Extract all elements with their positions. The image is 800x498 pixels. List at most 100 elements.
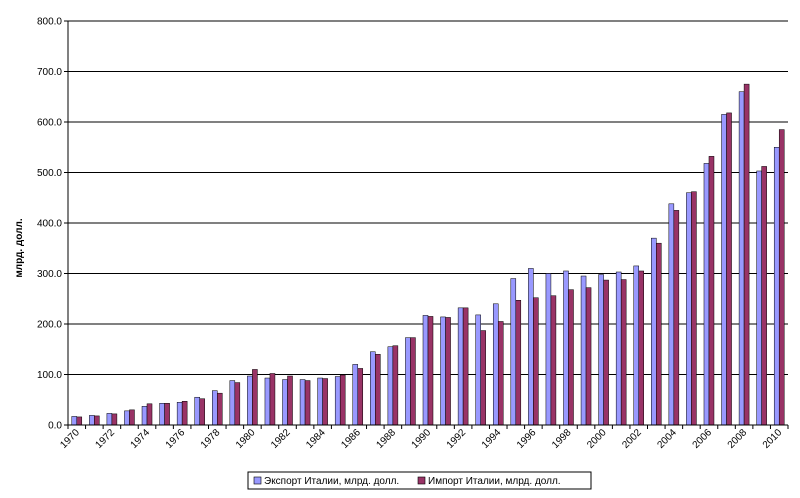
bar-import-1971	[94, 415, 100, 426]
bar-import-2001	[620, 279, 627, 426]
bar-export-1985	[334, 376, 341, 426]
y-axis-title: млрд. долл.	[14, 218, 25, 277]
bar-export-1999	[580, 275, 587, 426]
x-tick-label: 1998	[550, 427, 574, 451]
bar-import-1990	[427, 316, 434, 426]
bar-export-1987	[370, 351, 376, 426]
bar-export-2001	[615, 271, 622, 426]
x-tick-label: 1988	[374, 427, 398, 451]
bar-export-2003	[651, 237, 657, 426]
bar-export-2005	[686, 192, 692, 426]
bar-export-1996	[528, 268, 534, 426]
bar-export-2004	[668, 203, 675, 426]
bar-import-1979	[234, 382, 241, 426]
bar-import-1998	[568, 289, 574, 426]
bar-import-1975	[164, 403, 170, 426]
x-tick-label: 1984	[304, 427, 328, 451]
bar-import-1980	[252, 369, 258, 426]
bar-export-1989	[405, 337, 411, 426]
bar-import-1986	[357, 368, 364, 426]
y-tick-label: 0.0	[48, 421, 62, 432]
bar-export-1988	[387, 346, 394, 426]
legend: Экспорт Италии, млрд. долл. Импорт Итали…	[247, 471, 592, 490]
bar-import-1992	[462, 307, 469, 426]
y-tick-label: 500.0	[37, 168, 62, 179]
bar-import-1983	[304, 380, 311, 426]
gridlines	[68, 20, 788, 375]
bar-import-1970	[76, 416, 83, 426]
legend-label-import: Импорт Италии, млрд. долл.	[428, 476, 561, 487]
bar-import-2000	[603, 279, 609, 426]
bar-import-1976	[181, 401, 188, 426]
bar-export-1971	[89, 415, 95, 426]
bar-import-1982	[287, 375, 293, 426]
y-tick-label: 200.0	[37, 320, 62, 331]
bar-export-2008	[738, 91, 745, 426]
bar-export-1983	[299, 379, 306, 426]
y-tick-label: 700.0	[37, 67, 62, 78]
y-tick-label: 300.0	[37, 269, 62, 280]
bar-export-1979	[229, 380, 236, 426]
bar-import-1993	[480, 330, 486, 426]
bar-export-2000	[598, 274, 604, 426]
bar-export-1975	[159, 403, 165, 426]
bar-import-1973	[129, 409, 135, 426]
bar-export-1986	[352, 364, 359, 426]
bar-import-2002	[638, 270, 644, 426]
x-tick-label: 1972	[94, 427, 118, 451]
bar-export-1993	[475, 314, 481, 426]
x-tick-label: 1990	[410, 427, 434, 451]
bar-export-2006	[703, 163, 710, 426]
bar-export-1970	[71, 416, 78, 426]
bar-import-2004	[673, 210, 680, 426]
x-tick-label: 1976	[164, 427, 188, 451]
bar-import-1987	[375, 354, 381, 426]
bar-import-1985	[339, 374, 346, 426]
bar-import-1988	[392, 345, 399, 426]
x-tick-label: 1996	[515, 427, 539, 451]
x-tick-label: 2008	[726, 427, 750, 451]
x-tick-label: 1974	[129, 427, 153, 451]
bar-export-1990	[422, 315, 429, 426]
bar-export-1978	[212, 390, 218, 426]
x-tick-label: 2004	[655, 427, 679, 451]
x-tick-label: 2000	[585, 427, 609, 451]
bar-export-1973	[124, 410, 130, 426]
bar-export-1995	[510, 278, 517, 426]
bar-import-1994	[497, 321, 504, 426]
bar-export-1991	[440, 316, 446, 426]
x-tick-label: 1982	[269, 427, 293, 451]
legend-swatch-import	[417, 476, 426, 485]
bar-import-1999	[585, 287, 592, 426]
x-tick-label: 1986	[339, 427, 363, 451]
bar-export-1980	[247, 375, 253, 426]
bar-export-1992	[457, 307, 464, 426]
x-tick-label: 2006	[691, 427, 715, 451]
x-tick-label: 2002	[620, 427, 644, 451]
bars	[71, 83, 785, 426]
bar-import-1977	[199, 398, 205, 426]
y-tick-label: 800.0	[37, 17, 62, 28]
bar-import-2007	[726, 112, 732, 426]
bar-import-1974	[146, 403, 153, 426]
bar-export-1998	[563, 270, 569, 426]
bar-import-1997	[550, 295, 557, 426]
y-tick-label: 400.0	[37, 219, 62, 230]
bar-export-1997	[545, 273, 552, 426]
y-tick-label: 100.0	[37, 370, 62, 381]
bar-import-1995	[515, 300, 522, 426]
bar-export-1972	[106, 413, 113, 426]
bar-import-2006	[708, 156, 715, 426]
x-tick-label: 1994	[480, 427, 504, 451]
bar-export-2009	[756, 170, 762, 426]
bar-export-1981	[264, 377, 271, 426]
legend-label-export: Экспорт Италии, млрд. долл.	[264, 476, 399, 487]
legend-swatch-export	[253, 476, 262, 485]
bar-export-1984	[317, 377, 323, 426]
bar-import-2010	[778, 129, 785, 426]
bar-export-1974	[141, 406, 148, 426]
x-tick-label: 1992	[445, 427, 469, 451]
bar-export-1976	[176, 402, 183, 426]
bar-import-2008	[743, 83, 750, 426]
